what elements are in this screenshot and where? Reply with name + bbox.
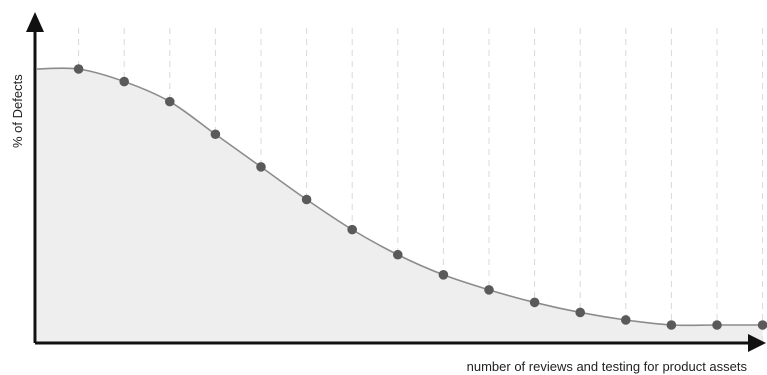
area-fill [37,68,763,343]
data-point [256,162,266,172]
data-point [165,96,175,107]
data-point [210,129,221,140]
data-point [73,64,84,74]
data-point [301,194,312,205]
data-point [347,224,358,235]
data-point [757,320,767,330]
data-point [666,320,677,330]
markers [73,64,767,330]
y-axis-arrow [26,12,44,32]
data-point [621,315,631,325]
x-axis-arrow [748,334,766,352]
y-axis-label: % of Defects [10,74,25,148]
data-point [393,249,403,260]
data-point [119,76,129,87]
data-point [529,297,540,308]
x-axis-label: number of reviews and testing for produc… [467,359,748,374]
data-point [575,307,585,318]
data-point [484,285,494,295]
data-point [438,270,449,280]
data-point [712,320,722,330]
